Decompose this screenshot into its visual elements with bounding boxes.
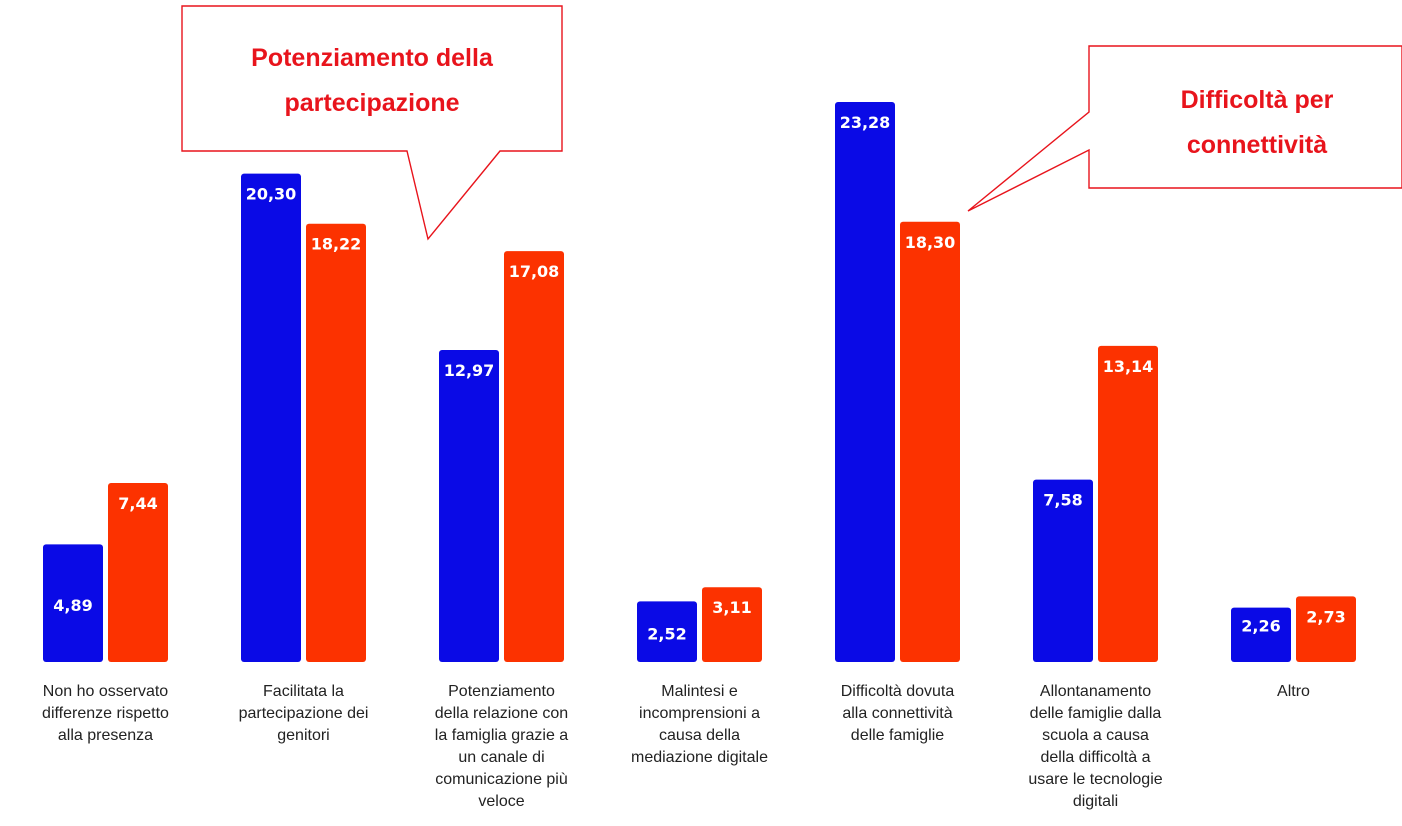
category-labels-layer: Non ho osservato differenze rispetto alla … [42, 683, 1310, 810]
bar-series2-cat2 [306, 223, 366, 663]
callouts-layer: Potenziamento della partecipazione Diffico… [181, 5, 1402, 241]
callout-text-1: Potenziamento della [251, 44, 494, 72]
category-label: Malintesi e incomprensioni a causa della me… [631, 683, 768, 766]
category-label: Potenziamento della relazione con la famig… [435, 683, 569, 810]
bar-series1-cat2 [241, 173, 301, 663]
callout-text-1: partecipazione [284, 89, 459, 117]
bar-series2-cat6 [1098, 345, 1158, 662]
bar-value-label: 2,52 [647, 625, 686, 644]
bar-value-label: 12,97 [444, 361, 495, 380]
bar-series1-cat7 [1231, 607, 1291, 662]
bar-series2-cat4 [702, 587, 762, 662]
category-label: Allontanamento delle famiglie dalla scuola… [1028, 683, 1162, 810]
bar-value-label: 23,28 [840, 113, 891, 132]
bar-value-label: 17,08 [509, 262, 560, 281]
bar-value-label: 13,14 [1103, 357, 1154, 376]
bar-value-label: 4,89 [53, 596, 92, 615]
bar-series2-cat3 [504, 251, 564, 662]
callout-text-2: Difficoltà per [1181, 86, 1334, 114]
category-label: Non ho osservato differenze rispetto alla … [42, 683, 169, 744]
category-label: Facilitata la partecipazione dei genitori [239, 683, 369, 744]
category-label: Altro [1277, 683, 1310, 700]
bar-value-label: 7,44 [118, 494, 157, 513]
bar-value-label: 18,22 [311, 235, 362, 254]
callout-box-2 [967, 45, 1402, 212]
bar-value-label: 20,30 [246, 185, 297, 204]
bar-series1-cat5 [835, 102, 895, 662]
callout-text-2: connettività [1187, 131, 1327, 159]
callout-box-1 [181, 5, 563, 241]
bar-series2-cat7 [1296, 596, 1356, 662]
bar-value-label: 3,11 [712, 598, 751, 617]
bar-series1-cat1 [43, 544, 103, 662]
category-label: Difficoltà dovuta alla connettività delle … [841, 683, 955, 744]
bar-series1-cat4 [637, 601, 697, 662]
bar-series1-cat3 [439, 350, 499, 662]
bars-layer: 4,89 7,44 20,30 18,22 12,97 17,08 2,52 3,11 23,2… [43, 102, 1356, 663]
bar-value-label: 2,73 [1306, 607, 1345, 626]
bar-series1-cat6 [1033, 479, 1093, 662]
bar-value-label: 7,58 [1043, 491, 1082, 510]
bar-series2-cat1 [108, 483, 168, 662]
bar-value-label: 18,30 [905, 233, 956, 252]
bar-series2-cat5 [900, 221, 960, 662]
bar-value-label: 2,26 [1241, 617, 1280, 636]
